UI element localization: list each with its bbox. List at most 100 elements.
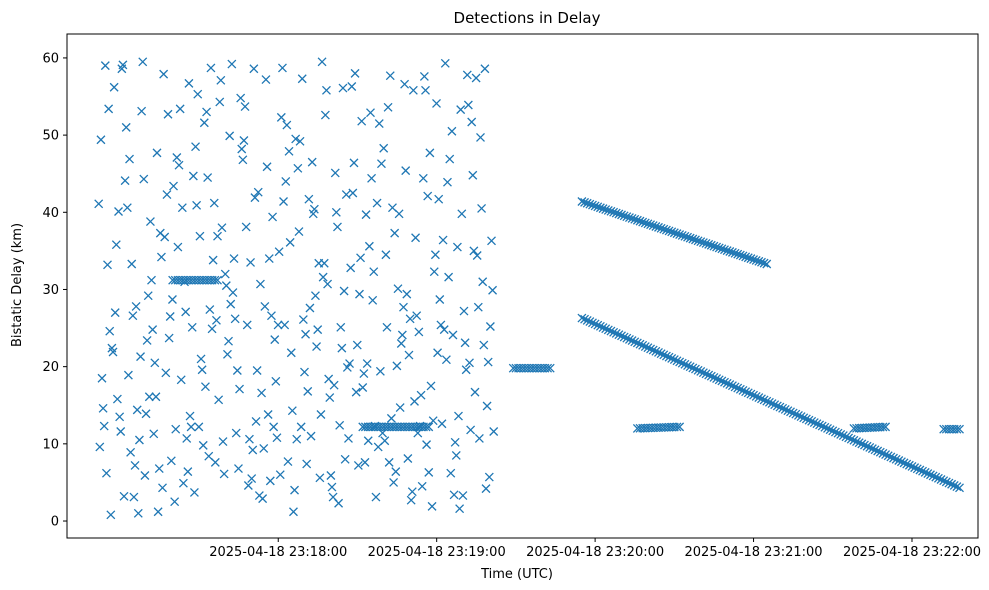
data-point [598,204,608,214]
data-point [376,159,386,169]
data-point [274,247,284,257]
data-point [368,295,378,305]
data-point [460,338,470,348]
data-point [675,230,685,239]
data-point [221,281,231,291]
plot-area [94,57,964,520]
data-point [881,450,891,460]
data-point [326,471,336,480]
data-point [473,302,483,312]
data-point [255,279,265,289]
data-point [635,339,645,349]
data-point [416,390,426,400]
data-point [865,442,875,452]
data-point [139,174,149,184]
data-point [195,231,205,241]
data-point [767,399,777,408]
data-point [373,442,383,452]
data-point [333,222,342,232]
data-point [659,350,669,360]
data-point [303,386,313,396]
data-point [358,383,368,392]
data-point [283,457,293,467]
data-point [733,249,743,259]
data-point [910,463,920,473]
data-point [543,363,553,373]
data-point [424,467,434,477]
data-point [770,400,780,410]
data-point [791,409,801,419]
data-point [263,410,273,419]
data-point [825,425,835,435]
data-point [775,402,785,412]
data-point [577,197,587,206]
data-point [812,419,822,429]
data-point [330,168,340,178]
data-point [348,188,358,198]
data-point [727,247,737,257]
data-point [194,422,204,432]
data-point [727,381,737,391]
data-point [150,358,160,368]
data-point [648,221,658,231]
data-point [104,104,114,114]
data-point [489,427,499,436]
data-point [683,232,692,242]
data-point [211,315,221,325]
data-point [403,454,413,463]
data-point [400,79,410,89]
data-point [199,118,209,128]
data-point [317,57,327,67]
data-point [817,421,827,431]
data-point [743,253,753,263]
data-point [635,216,645,226]
data-point [351,387,361,397]
data-point [250,193,260,203]
data-point [294,227,304,237]
data-point [399,302,408,312]
y-tick-label-5: 50 [42,129,59,144]
data-point [149,429,159,439]
data-point [196,354,206,364]
data-point [432,99,441,108]
data-point [423,191,433,201]
data-point [614,209,624,219]
data-point [751,255,761,265]
data-point [350,68,360,78]
data-point [733,383,743,393]
data-point [481,484,491,494]
data-point [97,373,107,383]
chart-title: Detections in Delay [454,9,601,27]
data-point [191,142,201,152]
data-point [735,250,745,260]
data-point [619,211,629,221]
data-point [722,378,732,388]
data-point [220,269,230,279]
data-point [336,322,346,332]
data-point [418,173,428,183]
data-point [273,320,283,330]
data-point [696,237,706,247]
data-point [854,438,864,448]
data-point [683,361,692,370]
data-point [384,457,394,467]
data-point [291,134,301,144]
data-point [371,492,381,502]
data-point [875,447,885,457]
data-point [145,217,155,227]
data-point [151,392,161,402]
data-point [422,440,432,450]
data-point [606,206,616,216]
data-point [259,444,269,453]
data-point [268,212,278,222]
data-point [838,431,848,441]
data-point [859,440,869,450]
data-point [166,456,176,466]
data-point [408,85,418,95]
data-point [237,144,247,154]
data-point [372,198,382,208]
data-point [172,153,182,162]
data-point [585,199,595,209]
data-point [417,481,427,491]
data-point [661,351,671,361]
